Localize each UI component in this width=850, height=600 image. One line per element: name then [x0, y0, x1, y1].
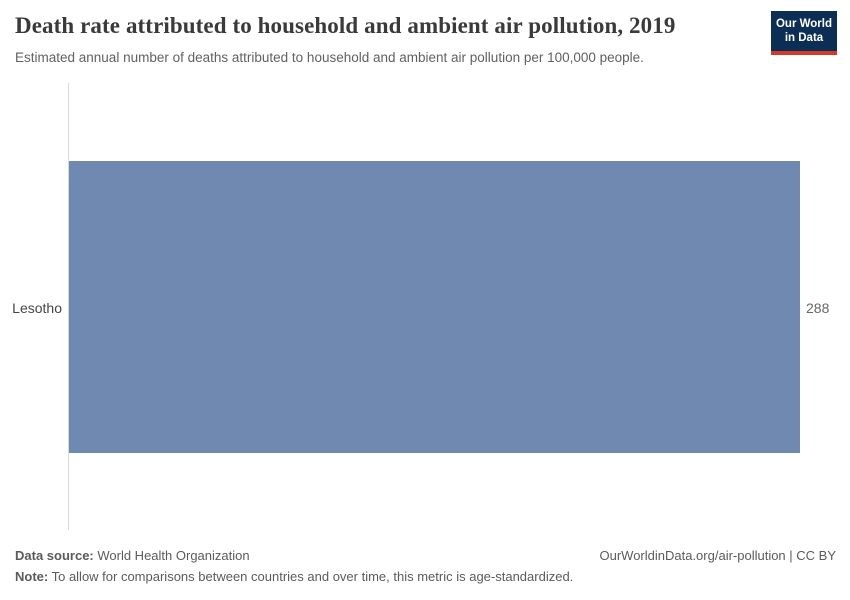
- owid-logo-line1: Our World: [775, 18, 832, 30]
- chart-subtitle: Estimated annual number of deaths attrib…: [15, 50, 644, 65]
- footer-row: Data source: World Health Organization O…: [15, 548, 836, 563]
- data-source-text: Data source: World Health Organization: [15, 548, 250, 563]
- license-link[interactable]: OurWorldinData.org/air-pollution | CC BY: [599, 548, 836, 563]
- y-axis-line: [68, 83, 69, 530]
- footer-note: Note: To allow for comparisons between c…: [15, 569, 573, 584]
- chart-title: Death rate attributed to household and a…: [15, 13, 676, 38]
- note-value: To allow for comparisons between countri…: [48, 569, 574, 584]
- data-source-label: Data source:: [15, 548, 94, 563]
- bar-lesotho[interactable]: [69, 161, 800, 453]
- entity-label-lesotho[interactable]: Lesotho: [12, 300, 62, 316]
- data-source-value: World Health Organization: [93, 548, 250, 563]
- note-label: Note:: [15, 569, 49, 584]
- owid-logo[interactable]: Our World in Data: [771, 11, 837, 55]
- bar-value-label: 288: [806, 300, 830, 316]
- owid-logo-line2: in Data: [784, 32, 824, 45]
